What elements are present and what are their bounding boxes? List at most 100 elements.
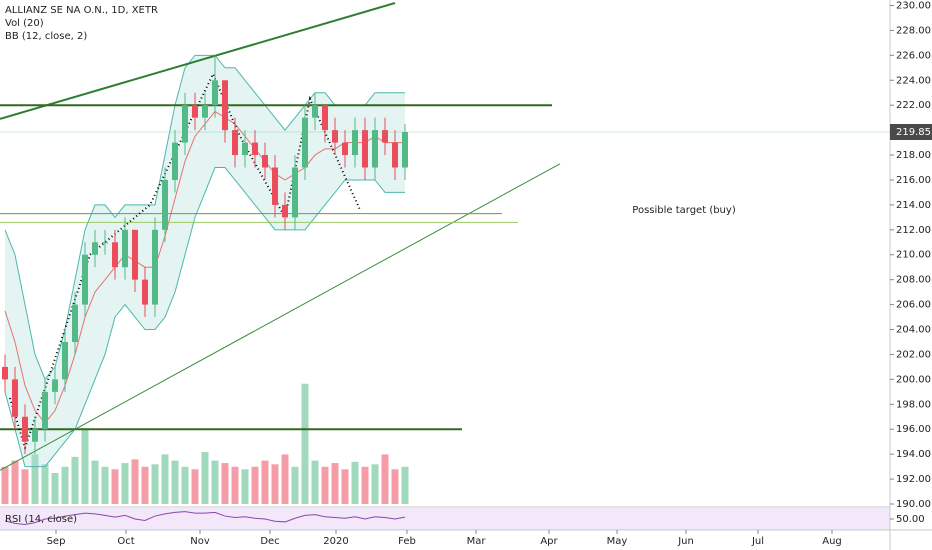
candle-body [242,142,248,156]
y-tick-label: 216.00 [896,175,931,186]
y-tick-label: 190.00 [896,499,931,510]
candle-body [162,179,168,230]
candle-body [112,242,118,268]
candle-body [102,242,108,244]
trend-line [0,2,396,120]
volume-bar [301,383,309,504]
candle-body [262,155,268,168]
candle-body [352,130,358,156]
candle-body [232,130,238,156]
volume-bar [291,466,299,504]
volume-bar [361,466,369,504]
volume-bar [311,460,319,504]
rsi-line [4,511,406,526]
y-tick-label: 212.00 [896,225,931,236]
candle-body [302,117,308,168]
candle-body [142,279,148,305]
candle-body [282,204,288,218]
volume-label: Vol (20) [5,18,44,29]
y-tick-label: 230.00 [896,0,931,11]
y-tick-label: 210.00 [896,250,931,261]
volume-bar [351,461,359,504]
candle-body [2,366,8,380]
candle-body [72,304,78,342]
x-tick-label: Feb [398,536,416,547]
rsi-label: RSI (14, close) [5,514,77,525]
candle-body [392,142,398,168]
candle-body [382,130,388,143]
candle-body [192,105,198,118]
bb-label: BB (12, close, 2) [5,31,87,42]
candle-body [22,416,28,442]
candle-body [342,142,348,156]
volume-bar [321,466,329,504]
volume-bar [271,464,279,504]
y-tick-label: 200.00 [896,374,931,385]
volume-bar [241,469,249,504]
candle-body [122,229,128,268]
volume-bar [121,463,129,504]
y-tick-label: 224.00 [896,75,931,86]
volume-bar [41,464,49,504]
volume-bar [161,454,169,504]
candle-body [32,429,38,442]
volume-bar [381,454,389,504]
trend-line [0,163,561,471]
y-tick-label: 192.00 [896,474,931,485]
bb-line [4,167,405,468]
x-tick-label: May [607,536,628,547]
rsi-pane [0,508,890,530]
candle-body [202,105,208,118]
volume-bar [221,463,229,504]
volume-bar [111,469,119,504]
trend-line [9,71,361,452]
candle-body [402,131,408,168]
volume-bar [91,460,99,504]
volume-bar [261,460,269,504]
volume-bar [81,429,89,504]
y-tick-label: 214.00 [896,200,931,211]
x-tick-label: 2020 [323,536,348,547]
candle-body [92,242,98,255]
x-tick-label: Oct [117,536,134,547]
y-tick-label: 208.00 [896,275,931,286]
x-tick-label: Mar [467,536,487,547]
volume-bar [371,464,379,504]
volume-bar [71,456,79,504]
y-tick-label: 226.00 [896,50,931,61]
y-tick-label: 206.00 [896,300,931,311]
candle-body [362,130,368,168]
x-tick-label: Jun [677,536,694,547]
volume-bar [1,466,9,504]
candle-body [222,80,228,131]
annotation: Possible target (buy) [632,205,736,216]
volume-bar [51,473,59,504]
volume-bar [141,466,149,504]
candle-body [42,391,48,430]
volume-bar [101,466,109,504]
candle-body [172,142,178,180]
volume-bar [21,469,29,504]
x-tick-label: Dec [260,536,279,547]
volume-bar [131,459,139,504]
candle-body [82,254,88,305]
y-tick-label: 198.00 [896,399,931,410]
volume-bar [181,466,189,504]
candle-body [332,130,338,143]
candle-body [322,105,328,131]
y-tick-label: 204.00 [896,325,931,336]
volume-bar [211,460,219,504]
y-tick-label: 222.00 [896,100,931,111]
volume-bar [61,466,69,504]
volume-bar [31,454,39,504]
volume-bar [201,451,209,504]
rsi-tick-label: 50.00 [896,514,925,525]
x-tick-label: Sep [47,536,66,547]
volume-bar [341,469,349,504]
volume-bar [331,463,339,504]
candle-body [372,130,378,168]
y-tick-label: 202.00 [896,349,931,360]
candle-body [62,341,68,380]
candle-body [312,105,318,118]
